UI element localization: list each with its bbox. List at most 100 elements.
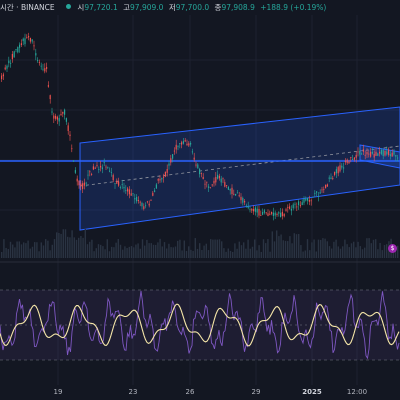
candle-body bbox=[375, 151, 377, 156]
candle-body bbox=[202, 176, 204, 180]
volume-bar bbox=[80, 236, 82, 258]
dollar-alert-icon[interactable]: $ bbox=[388, 244, 397, 253]
candle-body bbox=[78, 180, 80, 186]
candle-body bbox=[6, 65, 8, 69]
candle-body bbox=[227, 186, 229, 190]
volume-bar bbox=[38, 251, 40, 258]
candle-body bbox=[245, 205, 247, 207]
volume-bar bbox=[168, 243, 170, 258]
candle-body bbox=[98, 169, 100, 170]
candle-body bbox=[13, 51, 15, 58]
volume-bar bbox=[183, 240, 185, 258]
candle-body bbox=[168, 163, 170, 166]
volume-bar bbox=[221, 241, 223, 258]
volume-bar bbox=[298, 234, 300, 258]
candle-body bbox=[46, 67, 48, 69]
candle-body bbox=[73, 160, 75, 162]
volume-bar bbox=[7, 249, 9, 258]
candle-body bbox=[299, 205, 301, 207]
candle-body bbox=[301, 202, 303, 206]
volume-bar bbox=[126, 248, 128, 258]
volume-bar bbox=[370, 243, 372, 258]
candle-body bbox=[148, 203, 150, 206]
candle-body bbox=[85, 182, 87, 184]
candle-body bbox=[263, 210, 265, 213]
volume-bar bbox=[16, 241, 18, 258]
candle-body bbox=[35, 53, 37, 56]
candle-body bbox=[179, 143, 181, 144]
volume-bar bbox=[357, 241, 359, 258]
volume-bar bbox=[284, 240, 287, 258]
candle-body bbox=[157, 179, 159, 181]
volume-bar bbox=[313, 239, 315, 258]
candle-body bbox=[22, 38, 24, 42]
candle-body bbox=[29, 37, 31, 42]
candle-body bbox=[209, 187, 211, 189]
volume-bar bbox=[166, 248, 168, 258]
volume-bar bbox=[111, 246, 113, 258]
candle-body bbox=[49, 95, 51, 100]
volume-bar bbox=[157, 242, 159, 258]
candle-body bbox=[105, 166, 107, 168]
volume-bar bbox=[69, 237, 71, 258]
candle-body bbox=[254, 207, 256, 212]
volume-bar bbox=[227, 248, 229, 258]
volume-bar bbox=[324, 238, 326, 258]
volume-bar bbox=[201, 249, 203, 258]
candle-body bbox=[272, 212, 274, 216]
candle-body bbox=[64, 109, 66, 115]
candle-body bbox=[265, 212, 267, 214]
volume-bar bbox=[295, 234, 298, 258]
candle-body bbox=[80, 183, 82, 187]
candle-body bbox=[143, 206, 145, 209]
volume-bar bbox=[5, 247, 7, 258]
volume-bar bbox=[177, 240, 179, 258]
candle-body bbox=[397, 157, 399, 159]
candle-body bbox=[76, 178, 78, 182]
price-candles bbox=[1, 32, 399, 221]
candle-body bbox=[339, 165, 341, 172]
volume-bar bbox=[45, 239, 47, 258]
close-value: 97,908.9 bbox=[221, 3, 255, 12]
candle-body bbox=[28, 36, 30, 38]
volume-bar bbox=[12, 244, 14, 258]
candle-body bbox=[94, 167, 96, 169]
volume-bar bbox=[89, 241, 91, 258]
candle-body bbox=[116, 180, 118, 184]
volume-bar bbox=[58, 232, 60, 258]
candle-body bbox=[103, 162, 105, 163]
candle-body bbox=[276, 213, 278, 215]
parallel-channel bbox=[79, 106, 400, 231]
volume-bar bbox=[346, 244, 348, 258]
volume-bar bbox=[304, 250, 306, 258]
candle-body bbox=[305, 198, 307, 201]
volume-bar bbox=[328, 246, 331, 258]
volume-bar bbox=[3, 239, 5, 258]
candle-body bbox=[285, 209, 287, 211]
drawing-channels[interactable] bbox=[0, 106, 400, 231]
volume-bar bbox=[273, 241, 276, 258]
volume-bar bbox=[31, 246, 34, 258]
candle-body bbox=[200, 173, 202, 174]
oscillator-fast-line bbox=[0, 290, 400, 360]
candle-body bbox=[37, 60, 39, 62]
symbol-label[interactable]: 시간 · BINANCE bbox=[0, 3, 55, 12]
candle-body bbox=[352, 159, 354, 160]
candle-body bbox=[87, 174, 89, 176]
volume-bar bbox=[258, 245, 260, 258]
candle-body bbox=[172, 154, 174, 159]
candle-body bbox=[15, 48, 17, 50]
candle-body bbox=[164, 171, 166, 177]
volume-bar bbox=[115, 242, 117, 258]
candle-body bbox=[26, 37, 28, 39]
candle-body bbox=[155, 184, 157, 189]
volume-bar bbox=[265, 243, 267, 258]
candle-body bbox=[163, 176, 165, 178]
candle-body bbox=[334, 171, 336, 175]
volume-bar bbox=[133, 247, 135, 258]
candle-body bbox=[128, 189, 130, 195]
volume-bar bbox=[82, 237, 84, 258]
candle-body bbox=[335, 169, 337, 174]
